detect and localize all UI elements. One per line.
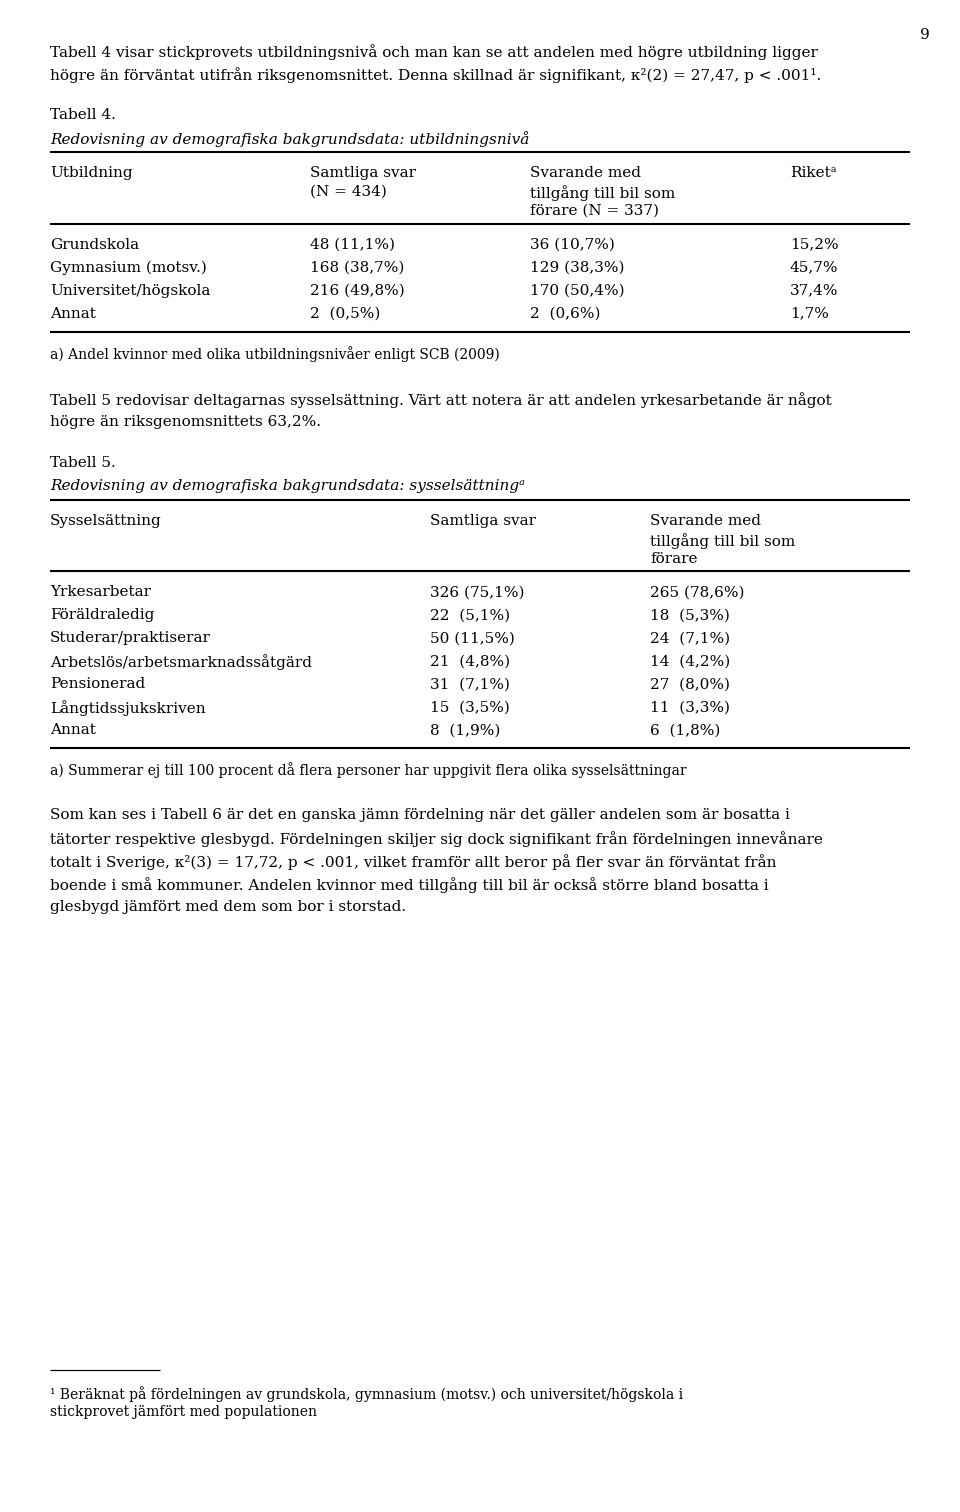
Text: Som kan ses i Tabell 6 är det en ganska jämn fördelning när det gäller andelen s: Som kan ses i Tabell 6 är det en ganska … <box>50 809 790 823</box>
Text: 9: 9 <box>921 29 930 42</box>
Text: Riketᵃ: Riketᵃ <box>790 166 837 180</box>
Text: 129 (38,3%): 129 (38,3%) <box>530 260 625 275</box>
Text: 168 (38,7%): 168 (38,7%) <box>310 260 404 275</box>
Text: 8  (1,9%): 8 (1,9%) <box>430 723 500 738</box>
Text: förare: förare <box>650 552 698 565</box>
Text: Yrkesarbetar: Yrkesarbetar <box>50 585 151 599</box>
Text: 1,7%: 1,7% <box>790 307 828 321</box>
Text: 24  (7,1%): 24 (7,1%) <box>650 632 731 646</box>
Text: ¹ Beräknat på fördelningen av grundskola, gymnasium (motsv.) och universitet/hög: ¹ Beräknat på fördelningen av grundskola… <box>50 1387 684 1402</box>
Text: Föräldraledig: Föräldraledig <box>50 608 155 623</box>
Text: 22  (5,1%): 22 (5,1%) <box>430 608 510 623</box>
Text: 2  (0,5%): 2 (0,5%) <box>310 307 380 321</box>
Text: Sysselsättning: Sysselsättning <box>50 514 161 528</box>
Text: 2  (0,6%): 2 (0,6%) <box>530 307 601 321</box>
Text: Grundskola: Grundskola <box>50 237 139 251</box>
Text: 27  (8,0%): 27 (8,0%) <box>650 677 730 691</box>
Text: tillgång till bil som: tillgång till bil som <box>650 532 795 549</box>
Text: a) Summerar ej till 100 procent då flera personer har uppgivit flera olika sysse: a) Summerar ej till 100 procent då flera… <box>50 762 686 779</box>
Text: 170 (50,4%): 170 (50,4%) <box>530 284 625 298</box>
Text: 48 (11,1%): 48 (11,1%) <box>310 237 395 251</box>
Text: Tabell 4.: Tabell 4. <box>50 109 116 122</box>
Text: Tabell 5.: Tabell 5. <box>50 457 116 470</box>
Text: Universitet/högskola: Universitet/högskola <box>50 284 210 298</box>
Text: 21  (4,8%): 21 (4,8%) <box>430 655 510 668</box>
Text: 36 (10,7%): 36 (10,7%) <box>530 237 614 251</box>
Text: Annat: Annat <box>50 723 96 738</box>
Text: (N = 434): (N = 434) <box>310 184 387 200</box>
Text: tätorter respektive glesbygd. Fördelningen skiljer sig dock signifikant från för: tätorter respektive glesbygd. Fördelning… <box>50 832 823 847</box>
Text: högre än förväntat utifrån riksgenomsnittet. Denna skillnad är signifikant, κ²(2: högre än förväntat utifrån riksgenomsnit… <box>50 67 821 83</box>
Text: Gymnasium (motsv.): Gymnasium (motsv.) <box>50 260 206 275</box>
Text: Redovisning av demografiska bakgrundsdata: sysselsättningᵃ: Redovisning av demografiska bakgrundsdat… <box>50 479 525 493</box>
Text: stickprovet jämfört med populationen: stickprovet jämfört med populationen <box>50 1405 317 1418</box>
Text: 14  (4,2%): 14 (4,2%) <box>650 655 731 668</box>
Text: Redovisning av demografiska bakgrundsdata: utbildningsnivå: Redovisning av demografiska bakgrundsdat… <box>50 132 529 147</box>
Text: 326 (75,1%): 326 (75,1%) <box>430 585 524 599</box>
Text: 15  (3,5%): 15 (3,5%) <box>430 700 510 714</box>
Text: Samtliga svar: Samtliga svar <box>430 514 536 528</box>
Text: Arbetslös/arbetsmarknadssåtgärd: Arbetslös/arbetsmarknadssåtgärd <box>50 655 312 670</box>
Text: 216 (49,8%): 216 (49,8%) <box>310 284 405 298</box>
Text: 31  (7,1%): 31 (7,1%) <box>430 677 510 691</box>
Text: 265 (78,6%): 265 (78,6%) <box>650 585 745 599</box>
Text: 50 (11,5%): 50 (11,5%) <box>430 632 515 646</box>
Text: 18  (5,3%): 18 (5,3%) <box>650 608 730 623</box>
Text: totalt i Sverige, κ²(3) = 17,72, p < .001, vilket framför allt beror på fler sva: totalt i Sverige, κ²(3) = 17,72, p < .00… <box>50 854 777 871</box>
Text: Studerar/praktiserar: Studerar/praktiserar <box>50 632 211 646</box>
Text: 37,4%: 37,4% <box>790 284 838 298</box>
Text: Svarande med: Svarande med <box>530 166 641 180</box>
Text: Långtidssjukskriven: Långtidssjukskriven <box>50 700 205 717</box>
Text: Svarande med: Svarande med <box>650 514 761 528</box>
Text: 15,2%: 15,2% <box>790 237 839 251</box>
Text: Utbildning: Utbildning <box>50 166 132 180</box>
Text: boende i små kommuner. Andelen kvinnor med tillgång till bil är också större bla: boende i små kommuner. Andelen kvinnor m… <box>50 877 769 894</box>
Text: a) Andel kvinnor med olika utbildningsnivåer enligt SCB (2009): a) Andel kvinnor med olika utbildningsni… <box>50 346 500 361</box>
Text: Tabell 4 visar stickprovets utbildningsnivå och man kan se att andelen med högre: Tabell 4 visar stickprovets utbildningsn… <box>50 44 818 60</box>
Text: förare (N = 337): förare (N = 337) <box>530 204 659 218</box>
Text: tillgång till bil som: tillgång till bil som <box>530 184 675 201</box>
Text: Pensionerad: Pensionerad <box>50 677 145 691</box>
Text: Samtliga svar: Samtliga svar <box>310 166 416 180</box>
Text: 6  (1,8%): 6 (1,8%) <box>650 723 720 738</box>
Text: Tabell 5 redovisar deltagarnas sysselsättning. Värt att notera är att andelen yr: Tabell 5 redovisar deltagarnas sysselsät… <box>50 392 831 408</box>
Text: glesbygd jämfört med dem som bor i storstad.: glesbygd jämfört med dem som bor i stors… <box>50 900 406 915</box>
Text: högre än riksgenomsnittets 63,2%.: högre än riksgenomsnittets 63,2%. <box>50 414 321 428</box>
Text: 45,7%: 45,7% <box>790 260 838 275</box>
Text: Annat: Annat <box>50 307 96 321</box>
Text: 11  (3,3%): 11 (3,3%) <box>650 700 730 714</box>
